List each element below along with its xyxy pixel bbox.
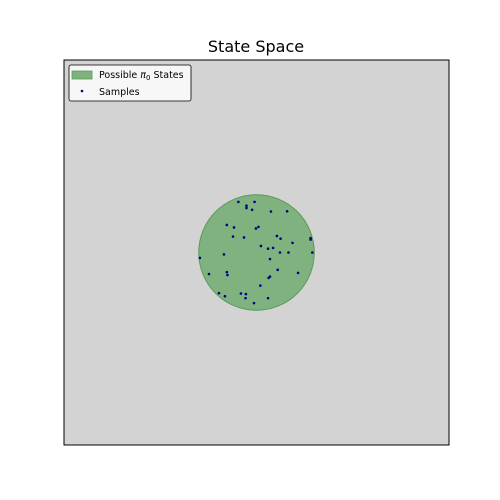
sample-point	[253, 200, 256, 204]
sample-point	[223, 294, 227, 298]
legend-label-samples: Samples	[99, 87, 140, 98]
sample-point	[269, 210, 273, 213]
legend-label-region: Possible π0 States	[99, 70, 184, 82]
sample-point	[198, 256, 202, 260]
sample-point	[291, 241, 294, 245]
sample-point	[239, 292, 243, 295]
legend: Possible π0 States Samples	[68, 64, 192, 102]
sample-point	[244, 296, 247, 300]
possible-states-region	[198, 194, 315, 311]
sample-point	[267, 276, 270, 280]
chart-title: State Space	[208, 37, 304, 56]
sample-point	[309, 238, 312, 241]
sample-point	[276, 268, 279, 272]
sample-point	[257, 225, 260, 229]
sample-point	[207, 272, 211, 276]
sample-point	[266, 296, 270, 300]
sample-point	[245, 206, 248, 210]
legend-box	[68, 64, 192, 102]
axes-frame	[63, 59, 450, 446]
sample-point	[250, 208, 254, 212]
sample-point	[225, 270, 229, 274]
sample-point	[287, 251, 290, 254]
samples-series	[198, 200, 314, 305]
legend-marker-samples	[80, 89, 84, 93]
sample-point	[271, 246, 275, 250]
sample-point	[245, 204, 248, 208]
sample-point	[242, 236, 246, 239]
sample-point	[278, 251, 282, 254]
sample-point	[266, 247, 270, 250]
sample-point	[237, 200, 240, 204]
sample-point	[231, 235, 235, 238]
sample-point	[252, 301, 256, 305]
sample-point	[254, 227, 258, 230]
sample-point	[285, 210, 289, 213]
sample-point	[232, 226, 236, 229]
sample-point	[217, 291, 221, 295]
sample-point	[259, 284, 262, 287]
sample-point	[225, 223, 229, 227]
sample-point	[279, 237, 282, 240]
sample-point	[226, 273, 229, 277]
sample-point	[275, 234, 279, 238]
sample-point	[311, 251, 314, 254]
sample-point	[259, 244, 263, 248]
sample-point	[296, 271, 300, 275]
sample-point	[244, 292, 248, 296]
sample-point	[268, 257, 272, 261]
sample-point	[222, 253, 226, 256]
legend-swatch-region	[71, 70, 93, 80]
